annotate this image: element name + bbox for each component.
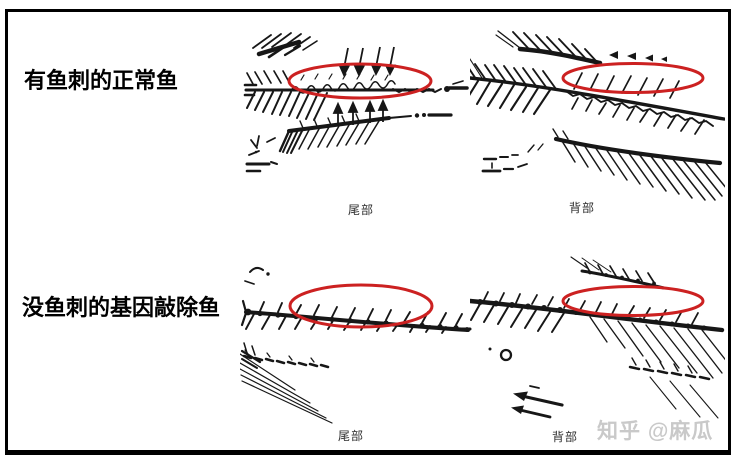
fish-skeleton-knockout-back-illustration	[470, 256, 725, 419]
panel-caption-back-1: 背部	[568, 201, 595, 215]
small-circle-mark	[499, 348, 513, 362]
fin-tip-marks	[609, 51, 667, 62]
panel-normal-tail: 尾部	[243, 22, 473, 222]
panel-normal-back: 背部	[470, 22, 725, 222]
fish-skeleton-normal-back-illustration	[470, 30, 725, 201]
panel-caption-tail-1: 尾部	[347, 203, 374, 217]
highlight-ellipse	[561, 285, 705, 317]
panel-knockout-tail: 尾部	[240, 255, 472, 447]
panel-caption-tail-2: 尾部	[337, 429, 364, 443]
panel-caption-back-2: 背部	[551, 430, 578, 444]
highlight-ellipse	[288, 283, 434, 329]
panel-knockout-back: 背部	[470, 255, 725, 447]
highlight-ellipse	[561, 62, 705, 94]
fish-skeleton-knockout-tail-illustration	[240, 266, 472, 424]
down-arrows	[338, 46, 396, 78]
row-label-normal-fish: 有鱼刺的正常鱼	[24, 68, 179, 93]
fish-skeleton-normal-tail-illustration	[243, 32, 469, 173]
up-arrows	[332, 98, 389, 126]
zhihu-watermark: 知乎 @麻瓜	[597, 420, 714, 443]
row-label-knockout-fish: 没鱼刺的基因敲除鱼	[22, 295, 221, 320]
highlight-ellipse	[287, 62, 433, 100]
